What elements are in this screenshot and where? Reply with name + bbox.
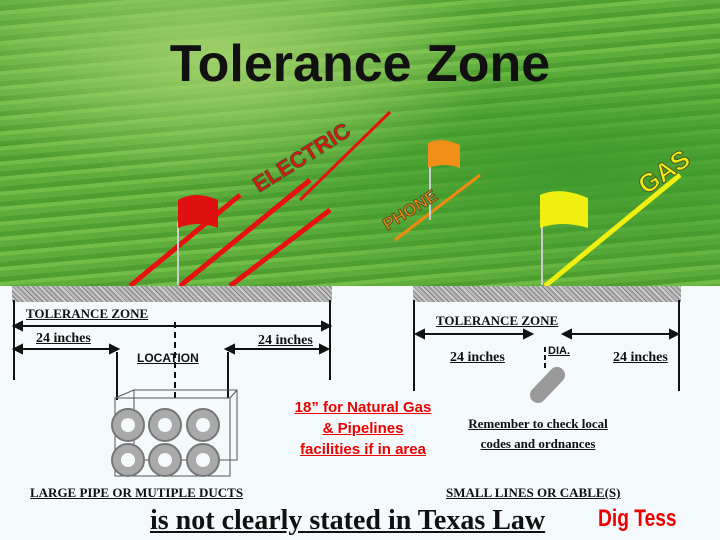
location-label: LOCATION [137,351,199,365]
footer-statement: is not clearly stated in Texas Law [150,505,546,536]
reminder-note: Remember to check local codes and ordnanc… [468,416,608,451]
left-width-left: 24 inches [36,331,91,346]
right-zone-label: TOLERANCE ZONE [436,313,559,328]
yellow-flag [540,191,588,228]
gas-note: 18” for Natural Gas & Pipelines facilities… [294,399,432,458]
dimension-arrows [11,320,681,400]
small-cable [530,367,565,403]
dia-label: DIA. [548,345,570,357]
right-width-right: 24 inches [613,350,668,365]
left-zone-label: TOLERANCE ZONE [26,306,149,321]
ground-surface-left [12,286,332,302]
left-width-right: 24 inches [258,333,313,348]
page-title: Tolerance Zone [169,35,551,93]
right-caption: SMALL LINES OR CABLE(S) [446,485,621,500]
right-width-left: 24 inches [450,350,505,365]
orange-flag [428,139,460,168]
left-caption: LARGE PIPE OR MUTIPLE DUCTS [30,485,244,500]
dig-tess-logo: Dig Tess [598,505,677,532]
ground-surface-right [413,286,681,302]
red-flag [178,195,218,228]
electric-lines [128,178,332,288]
